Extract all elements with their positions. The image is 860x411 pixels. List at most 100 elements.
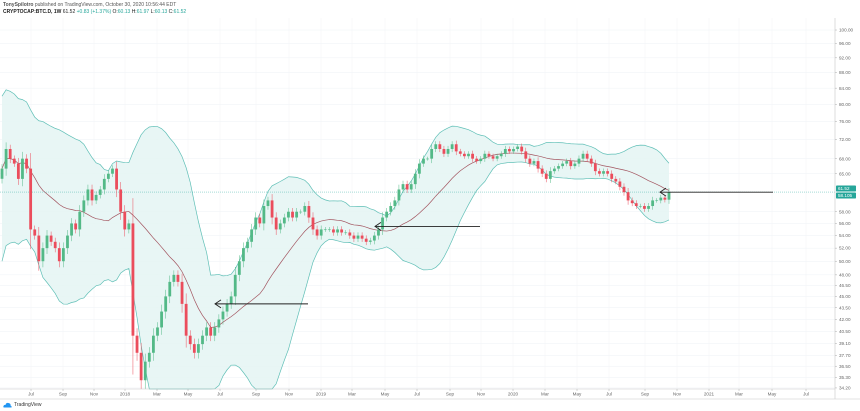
publish-info: TonySpilotro published on TradingView.co… <box>3 2 176 8</box>
candle-body <box>217 319 221 328</box>
price-badge-bg <box>836 185 856 192</box>
candle-body <box>225 303 229 312</box>
logo-text: TradingView <box>14 402 42 408</box>
y-tick-label: 45.00 <box>839 294 851 299</box>
candle-body <box>446 148 450 154</box>
candle-body <box>119 189 123 212</box>
y-tick-label: 34.20 <box>839 386 851 391</box>
candles <box>0 140 671 389</box>
candle-body <box>213 327 217 336</box>
candle-body <box>197 344 200 353</box>
candle-body <box>565 161 569 164</box>
x-tick-label: Mar <box>153 392 161 397</box>
y-tick-label: 65.00 <box>839 171 851 176</box>
symbol-name[interactable]: CRYPTOCAP:BTC.D, 1W <box>3 9 62 15</box>
candle-body <box>37 235 41 262</box>
candle-body <box>626 192 630 201</box>
candle-body <box>291 211 294 218</box>
x-tick-label: Jul <box>803 392 809 397</box>
y-tick-label: 56.00 <box>839 221 851 226</box>
candle-body <box>573 163 577 167</box>
author-name[interactable]: TonySpilotro <box>3 2 34 8</box>
candle-body <box>659 197 663 201</box>
publish-date: published on TradingView.com, October 30… <box>34 2 177 8</box>
candle-body <box>487 153 491 157</box>
arrow-head-icon <box>214 299 222 309</box>
tradingview-logo[interactable]: TradingView <box>3 402 42 408</box>
price-badges: 61.52 58.105 <box>836 185 856 199</box>
candle-body <box>250 229 254 242</box>
candle-body <box>45 235 49 249</box>
candle-body <box>25 158 28 169</box>
candle-body <box>12 158 16 164</box>
band-fill <box>2 89 669 389</box>
y-tick-label: 48.00 <box>839 272 851 277</box>
price-chart[interactable]: 100.00 96.00 92.00 88.00 84.00 80.00 76.00 72.0… <box>0 0 860 400</box>
candle-body <box>86 189 90 201</box>
candle-body <box>176 274 180 282</box>
y-tick-label: 37.70 <box>839 353 851 358</box>
candle-body <box>524 151 528 159</box>
candle-body <box>643 206 646 209</box>
candle-body <box>164 296 168 312</box>
candle-body <box>315 229 319 236</box>
candle-body <box>491 156 495 159</box>
open-value: 60.13 <box>117 9 131 15</box>
high-label: H: <box>131 9 137 15</box>
candle-body <box>139 352 143 381</box>
secondary-badge: 58.105 <box>838 193 852 198</box>
symbol-legend: CRYPTOCAP:BTC.D, 1W 61.52 +0.83 (+1.37%)… <box>3 9 186 15</box>
candle-body <box>82 200 86 212</box>
candle-body <box>495 156 499 159</box>
candle-body <box>589 158 593 164</box>
candle-body <box>21 158 24 179</box>
candle-body <box>192 344 196 353</box>
candle-body <box>180 281 184 304</box>
candle-body <box>417 163 421 174</box>
y-tick-label: 43.50 <box>839 305 851 310</box>
candle-body <box>610 173 614 179</box>
arrow-head-icon <box>374 222 382 231</box>
candle-body <box>29 168 33 230</box>
candle-body <box>503 148 507 154</box>
candle-body <box>115 168 118 190</box>
candle-body <box>499 153 503 157</box>
x-axis[interactable]: Jul Sep Nov 2018 Mar May Jul Sep Nov 2019 Mar May Ju… <box>28 389 809 397</box>
arrow-head-icon <box>659 187 667 197</box>
candle-body <box>606 171 610 174</box>
candle-body <box>184 303 188 336</box>
x-tick-label: Jul <box>28 392 34 397</box>
candle-body <box>49 235 53 242</box>
x-tick-label: Nov <box>477 392 486 397</box>
candle-body <box>4 148 8 169</box>
candle-body <box>397 189 401 201</box>
candle-body <box>172 274 176 282</box>
x-tick-label: 2020 <box>508 392 519 397</box>
candle-body <box>348 232 352 236</box>
close-value: 61.52 <box>173 9 187 15</box>
candle-body <box>634 203 638 207</box>
candle-body <box>667 192 671 200</box>
y-tick-label: 80.00 <box>839 102 851 107</box>
candle-body <box>651 200 655 207</box>
candle-body <box>303 206 307 212</box>
y-tick-label: 46.50 <box>839 283 851 288</box>
candle-body <box>340 229 344 233</box>
candle-body <box>593 163 597 172</box>
x-tick-label: 2018 <box>120 392 131 397</box>
x-tick-label: Nov <box>285 392 294 397</box>
x-tick-label: 2021 <box>704 392 715 397</box>
candle-body <box>160 311 163 328</box>
candle-body <box>270 200 274 218</box>
x-tick-label: Sep <box>59 392 68 397</box>
upper-band <box>1 89 670 277</box>
candle-body <box>479 158 483 162</box>
candle-body <box>57 248 61 262</box>
annotations <box>214 187 773 309</box>
candle-body <box>94 194 98 201</box>
y-axis[interactable]: 100.00 96.00 92.00 88.00 84.00 80.00 76.00 72.0… <box>835 28 853 391</box>
candle-body <box>638 206 642 207</box>
x-tick-label: May <box>768 392 777 397</box>
candle-body <box>532 161 536 164</box>
candle-body <box>389 206 393 212</box>
